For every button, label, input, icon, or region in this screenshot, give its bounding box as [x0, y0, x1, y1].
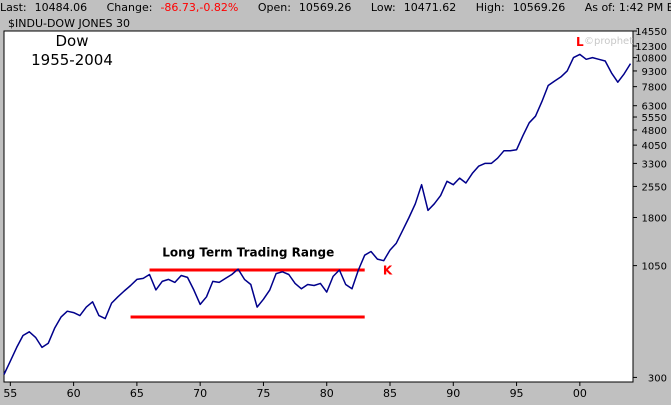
chart-subtitle: 1955-2004	[31, 51, 113, 69]
y-tick-label: 3300	[642, 159, 667, 170]
x-tick-label: 60	[67, 387, 81, 400]
y-tick-label: 7800	[642, 83, 667, 94]
x-tick-label: 90	[446, 387, 460, 400]
y-tick-label: 10800	[635, 54, 667, 65]
y-tick-label: 12300	[635, 42, 667, 53]
y-tick-label: 1050	[642, 262, 667, 273]
y-tick-label: 300	[648, 373, 667, 384]
x-tick-label: 55	[3, 387, 17, 400]
quote-bar: Last: 10484.06 Change: -86.73,-0.82% Open:…	[0, 0, 671, 16]
symbol-label: $INDU-DOW JONES 30	[8, 17, 130, 30]
x-tick-label: 80	[320, 387, 334, 400]
y-tick-label: 2550	[642, 182, 667, 193]
dow-series-line	[3, 53, 632, 375]
y-tick-label: 4050	[642, 141, 667, 152]
x-tick-label: 65	[130, 387, 144, 400]
watermark: ©prophet.net	[584, 36, 653, 47]
y-tick-label: 6300	[642, 102, 667, 113]
y-tick-label: 1800	[642, 214, 667, 225]
x-tick-label: 95	[510, 387, 524, 400]
trading-range-lines	[130, 268, 365, 319]
x-tick-label: 70	[193, 387, 207, 400]
change-quote: Change: -86.73,-0.82%	[106, 1, 239, 14]
x-axis: 55 60 65 70 75 80 85 90 95 00	[3, 382, 587, 400]
plot-area	[3, 30, 634, 383]
last-quote: Last: 10484.06	[0, 1, 88, 14]
open-quote: Open: 10569.26	[257, 1, 352, 14]
as-of-time: As of: 1:42 PM EST R	[584, 1, 671, 14]
point-label-k: K	[383, 264, 393, 278]
series-group	[3, 53, 632, 375]
y-tick-label: 4800	[642, 126, 667, 137]
trading-range-label: Long Term Trading Range	[162, 246, 334, 260]
y-tick-label: 9300	[642, 67, 667, 78]
chart-title: Dow	[56, 32, 89, 50]
low-quote: Low: 10471.62	[370, 1, 457, 14]
x-tick-label: 00	[573, 387, 587, 400]
y-tick-label: 14550	[635, 27, 667, 38]
high-quote: High: 10569.26	[475, 1, 566, 14]
point-label-l: L	[576, 35, 584, 49]
y-tick-label: 5550	[642, 113, 667, 124]
x-tick-label: 75	[256, 387, 270, 400]
chart-panel: $INDU-DOW JONES 30 ©prophet.net Dow 1955…	[0, 16, 671, 401]
x-tick-label: 85	[383, 387, 397, 400]
dow-chart: $INDU-DOW JONES 30 ©prophet.net Dow 1955…	[3, 17, 667, 400]
annotations: Long Term Trading Range K L	[162, 35, 584, 278]
